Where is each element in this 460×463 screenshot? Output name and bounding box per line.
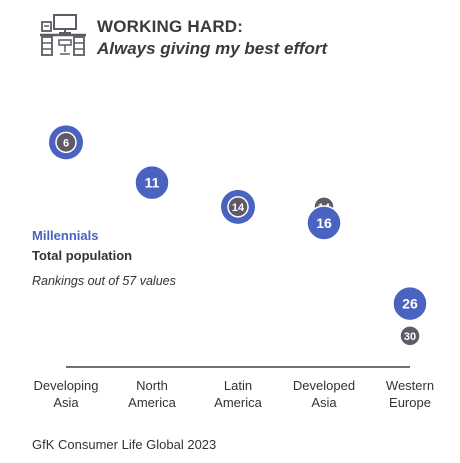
x-tick-label: America [214,395,262,410]
x-tick-label: Asia [311,395,337,410]
x-tick-label: Asia [53,395,79,410]
x-tick-label: America [128,395,176,410]
total-point-label: 30 [404,331,416,343]
millennials-point-label: 26 [402,296,418,312]
x-tick-label: Latin [224,378,252,393]
x-tick-label: North [136,378,168,393]
legend-total-population: Total population [32,248,133,263]
x-tick-label: Developed [293,378,355,393]
legend-millennials: Millennials [32,228,99,243]
source-note: GfK Consumer Life Global 2023 [32,437,217,452]
total-point-label: 6 [63,137,69,149]
total-point [55,131,77,154]
chart-subtitle: Always giving my best effort [97,39,328,58]
total-point [227,196,249,218]
millennials-point-label: 16 [316,215,332,231]
chart-title: WORKING HARD: [97,17,244,36]
millennials-point [134,164,170,201]
millennials-point [392,285,428,322]
desk-workstation-icon [40,14,86,56]
total-point [399,325,421,347]
x-tick-label: Europe [389,395,431,410]
millennials-point [306,205,342,241]
x-tick-label: Western [386,378,434,393]
x-tick-label: Developing [33,378,98,393]
millennials-point-label: 11 [145,175,160,191]
rankings-note: Rankings out of 57 values [32,274,176,288]
total-point-label: 14 [232,202,245,214]
